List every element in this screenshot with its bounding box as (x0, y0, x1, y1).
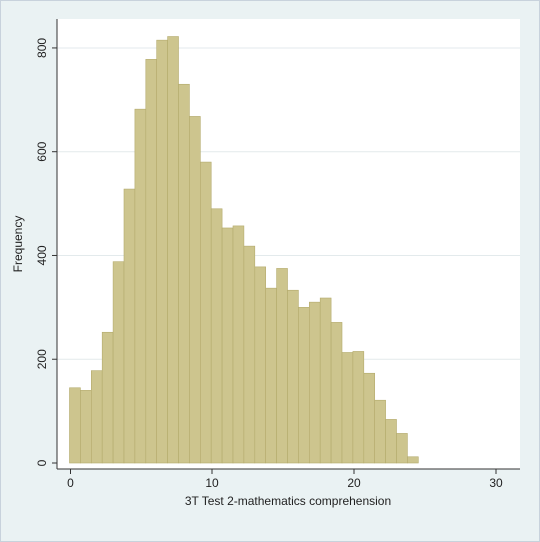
histogram-bar (330, 322, 343, 464)
histogram-bar (91, 370, 103, 464)
histogram-bar (287, 289, 299, 464)
histogram-bar (374, 399, 386, 464)
y-tick-label: 200 (35, 349, 49, 369)
histogram-bar (385, 419, 397, 464)
histogram-bar (298, 307, 310, 464)
histogram-bar (243, 245, 256, 464)
histogram-bar (69, 387, 81, 464)
histogram-bar (265, 287, 277, 464)
histogram-bar (396, 433, 408, 464)
histogram-bar (221, 227, 234, 464)
x-tick-label: 30 (489, 476, 503, 490)
histogram-bar (254, 266, 267, 464)
histogram-bar (308, 301, 321, 464)
histogram-bar (156, 39, 168, 464)
y-tick-label: 400 (35, 245, 49, 265)
x-axis-title: 3T Test 2-mathematics comprehension (185, 494, 391, 508)
histogram-bar (200, 161, 212, 464)
histogram-bar (178, 83, 190, 464)
histogram-bar (167, 36, 179, 464)
y-tick-label: 600 (35, 141, 49, 161)
histogram-bar (363, 372, 375, 464)
x-tick-label: 0 (67, 476, 74, 490)
histogram-bar (189, 116, 201, 464)
y-axis-ticks: 0 200 400 600 800 (35, 38, 57, 466)
y-tick-label: 800 (35, 38, 49, 58)
histogram-bar (232, 225, 245, 464)
histogram-bar (145, 59, 158, 464)
histogram-bar (352, 351, 365, 464)
x-axis-ticks: 0 10 20 30 (67, 469, 503, 490)
axes (56, 19, 520, 470)
x-tick-label: 20 (347, 476, 361, 490)
histogram-bar (210, 208, 223, 464)
x-tick-label: 10 (205, 476, 219, 490)
y-axis-title: Frequency (11, 216, 25, 273)
bars (69, 36, 419, 464)
histogram-bar (80, 390, 92, 464)
histogram-bar (407, 456, 419, 464)
histogram-bar (123, 188, 136, 464)
y-tick-label: 0 (35, 459, 49, 466)
histogram-bar (276, 268, 288, 464)
histogram-bar (319, 297, 332, 464)
histogram-bar (101, 331, 114, 464)
histogram-bar (112, 261, 125, 464)
histogram-bar (134, 108, 147, 464)
histogram-bar (341, 352, 354, 464)
